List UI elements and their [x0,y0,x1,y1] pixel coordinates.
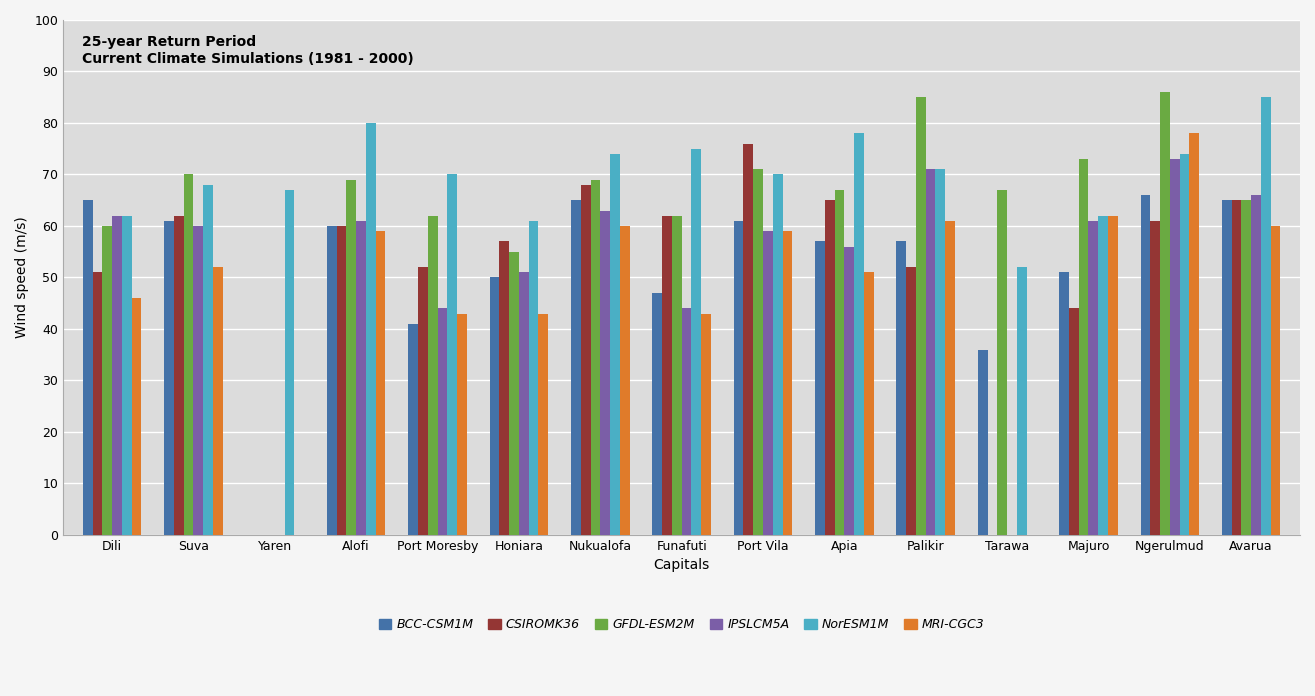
Bar [935,169,945,535]
Bar [945,221,955,535]
Bar [610,154,619,535]
Bar [844,246,855,535]
Bar [743,143,753,535]
Bar [164,221,174,535]
Bar [917,97,926,535]
Bar [681,308,692,535]
Bar [835,190,844,535]
Bar [926,169,935,535]
Bar [1089,221,1098,535]
Bar [418,267,427,535]
Bar [1078,159,1089,535]
Bar [581,184,590,535]
Bar [519,272,529,535]
Bar [1160,92,1170,535]
Bar [174,216,184,535]
Bar [571,200,581,535]
Bar [356,221,366,535]
Bar [500,242,509,535]
Bar [825,200,835,535]
Bar [855,134,864,535]
X-axis label: Capitals: Capitals [654,558,710,572]
Bar [1140,195,1151,535]
Bar [122,216,132,535]
Bar [132,298,142,535]
Bar [753,169,763,535]
Bar [978,349,988,535]
Bar [538,313,548,535]
Bar [438,308,447,535]
Bar [213,267,222,535]
Bar [1069,308,1078,535]
Bar [1270,226,1281,535]
Bar [1109,216,1118,535]
Bar [652,293,663,535]
Bar [1151,221,1160,535]
Bar [782,231,793,535]
Bar [815,242,825,535]
Bar [600,210,610,535]
Bar [327,226,337,535]
Text: 25-year Return Period
Current Climate Simulations (1981 - 2000): 25-year Return Period Current Climate Si… [82,35,414,65]
Bar [427,216,438,535]
Bar [193,226,204,535]
Bar [103,226,112,535]
Bar [997,190,1007,535]
Bar [1016,267,1027,535]
Bar [1170,159,1180,535]
Bar [376,231,385,535]
Bar [204,184,213,535]
Bar [112,216,122,535]
Bar [590,180,600,535]
Bar [734,221,743,535]
Bar [284,190,295,535]
Bar [663,216,672,535]
Bar [1189,134,1199,535]
Bar [619,226,630,535]
Y-axis label: Wind speed (m/s): Wind speed (m/s) [14,216,29,338]
Bar [408,324,418,535]
Bar [763,231,773,535]
Bar [489,278,500,535]
Bar [529,221,538,535]
Bar [1222,200,1232,535]
Legend: BCC-CSM1M, CSIROMK36, GFDL-ESM2M, IPSLCM5A, NorESM1M, MRI-CGC3: BCC-CSM1M, CSIROMK36, GFDL-ESM2M, IPSLCM… [373,613,989,636]
Bar [1251,195,1261,535]
Bar [509,252,519,535]
Bar [337,226,346,535]
Bar [346,180,356,535]
Bar [83,200,92,535]
Bar [692,149,701,535]
Bar [1059,272,1069,535]
Bar [897,242,906,535]
Bar [1180,154,1189,535]
Bar [701,313,711,535]
Bar [92,272,103,535]
Bar [1232,200,1241,535]
Bar [184,175,193,535]
Bar [906,267,917,535]
Bar [366,123,376,535]
Bar [1241,200,1251,535]
Bar [773,175,782,535]
Bar [447,175,458,535]
Bar [458,313,467,535]
Bar [1261,97,1270,535]
Bar [1098,216,1109,535]
Bar [864,272,873,535]
Bar [672,216,681,535]
